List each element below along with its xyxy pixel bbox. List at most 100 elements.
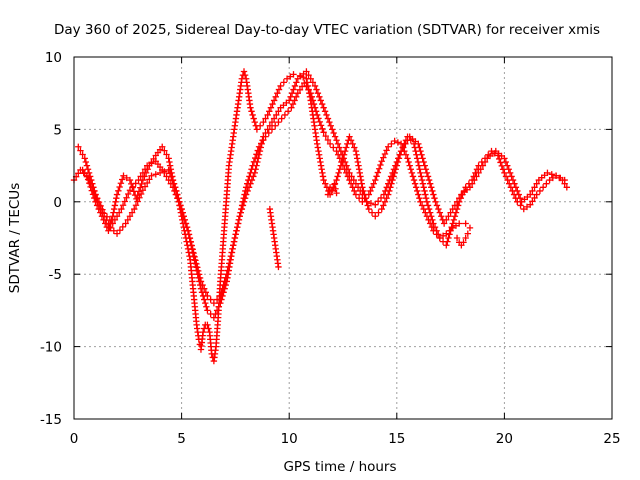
data-point: [113, 194, 120, 202]
data-point: [440, 220, 448, 227]
data-point: [119, 202, 127, 209]
data-point: [166, 162, 174, 169]
data-point: [445, 234, 452, 242]
y-tick-label: -5: [49, 267, 62, 283]
data-point: [419, 155, 426, 162]
x-tick-label: 25: [603, 431, 620, 447]
data-point: [301, 79, 308, 87]
data-point: [273, 111, 280, 119]
data-point: [192, 257, 199, 264]
data-point: [227, 252, 235, 260]
data-point: [416, 166, 423, 173]
data-point: [420, 205, 427, 213]
data-point: [380, 202, 387, 209]
data-point: [425, 205, 433, 213]
data-point: [504, 176, 511, 184]
data-point: [181, 216, 189, 224]
data-point: [303, 79, 311, 86]
data-point: [531, 184, 538, 191]
data-point: [533, 180, 540, 187]
data-point: [331, 181, 338, 188]
data-point: [317, 97, 324, 104]
data-point: [305, 71, 312, 79]
data-point: [329, 187, 336, 194]
data-point: [339, 162, 347, 169]
data-point: [275, 118, 282, 126]
data-point: [419, 180, 427, 187]
data-point: [131, 205, 138, 213]
data-point: [275, 108, 282, 115]
data-point: [533, 191, 540, 198]
data-point: [228, 249, 235, 256]
data-point: [275, 86, 283, 93]
data-point: [195, 271, 203, 278]
data-point: [475, 169, 482, 177]
data-point: [188, 242, 195, 249]
data-point: [169, 184, 177, 191]
data-point: [146, 176, 153, 183]
data-point: [89, 184, 96, 191]
axis-ticks: [73, 56, 613, 420]
data-point: [423, 198, 431, 205]
data-point: [210, 299, 218, 307]
data-point: [191, 253, 198, 261]
data-point: [334, 140, 342, 148]
data-point: [346, 133, 353, 140]
data-point: [447, 209, 454, 216]
data-point: [95, 198, 103, 206]
data-point: [311, 104, 319, 111]
data-point: [364, 202, 371, 209]
data-point: [233, 227, 240, 234]
data-point: [176, 202, 184, 209]
data-point: [137, 173, 144, 180]
data-point: [143, 162, 151, 169]
data-point: [307, 75, 314, 82]
data-point: [196, 274, 204, 282]
data-point: [502, 158, 510, 166]
y-tick-label: -15: [40, 412, 62, 428]
data-point: [415, 191, 422, 198]
data-point: [199, 328, 207, 336]
data-point: [272, 122, 279, 129]
data-point: [283, 75, 291, 82]
data-point: [418, 202, 426, 209]
data-point: [374, 169, 382, 176]
data-point: [501, 155, 508, 162]
data-point: [539, 184, 547, 191]
data-point: [163, 151, 170, 158]
data-point: [174, 194, 181, 202]
data-point: [107, 224, 114, 232]
data-point: [331, 133, 339, 140]
data-point: [202, 299, 209, 307]
x-tick-label: 5: [177, 431, 186, 447]
data-point: [183, 223, 191, 231]
data-point: [87, 180, 94, 187]
data-point: [287, 73, 294, 80]
data-point: [200, 285, 208, 292]
data-point: [254, 147, 261, 154]
data-point: [141, 166, 149, 173]
data-point: [194, 264, 201, 271]
data-point: [118, 205, 125, 213]
y-tick-label: 0: [53, 195, 62, 211]
data-point: [514, 187, 521, 195]
data-point: [110, 205, 118, 213]
data-point: [399, 144, 406, 151]
chart-title: Day 360 of 2025, Sidereal Day-to-day VTE…: [54, 22, 600, 38]
data-point: [390, 166, 398, 173]
data-point: [453, 234, 461, 242]
data-point: [420, 158, 427, 166]
data-point: [249, 111, 256, 119]
data-point: [247, 104, 254, 111]
data-point: [468, 180, 476, 187]
data-point: [310, 100, 318, 108]
data-point: [384, 180, 392, 187]
data-point: [381, 198, 389, 205]
data-point: [116, 227, 124, 234]
data-point: [128, 209, 136, 216]
x-tick-label: 15: [388, 431, 405, 447]
data-point: [404, 155, 411, 162]
data-point: [374, 198, 382, 205]
data-point: [338, 158, 345, 166]
data-point: [256, 122, 264, 129]
